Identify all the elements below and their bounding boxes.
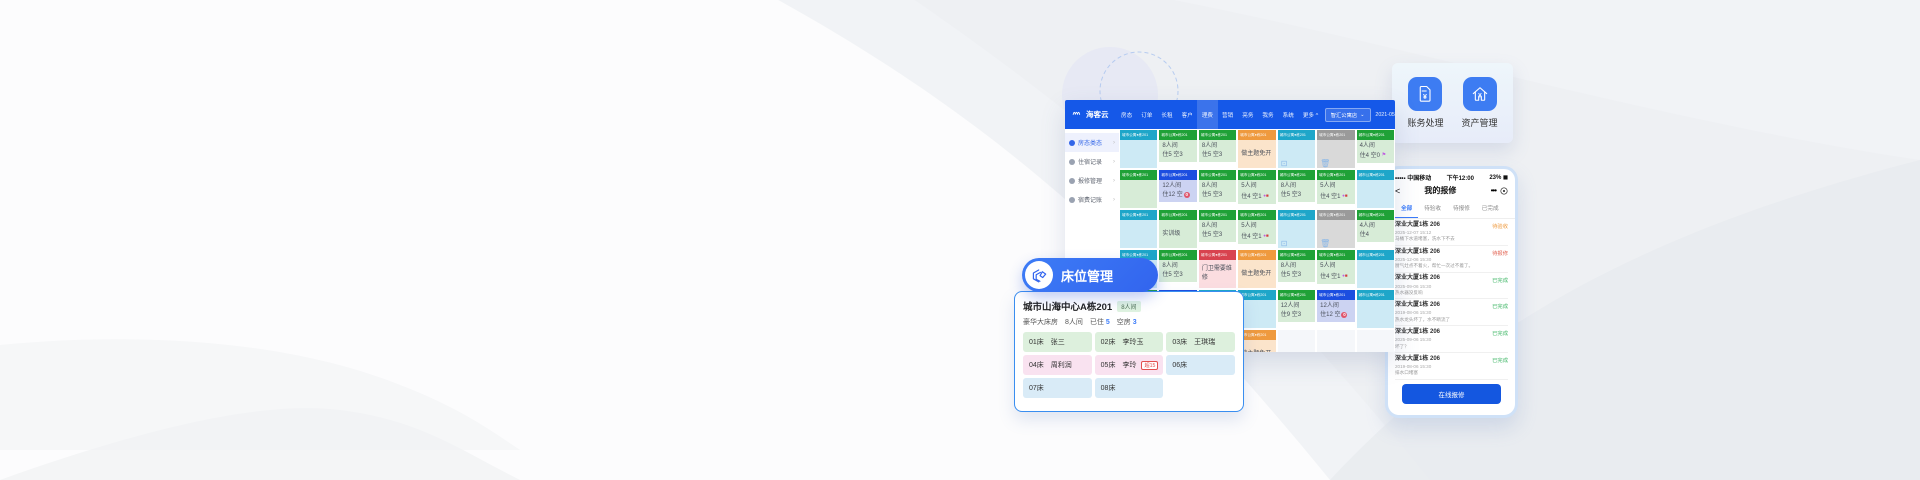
svg-text:¥: ¥ [1478, 93, 1482, 100]
svg-text:¥: ¥ [1424, 93, 1428, 101]
